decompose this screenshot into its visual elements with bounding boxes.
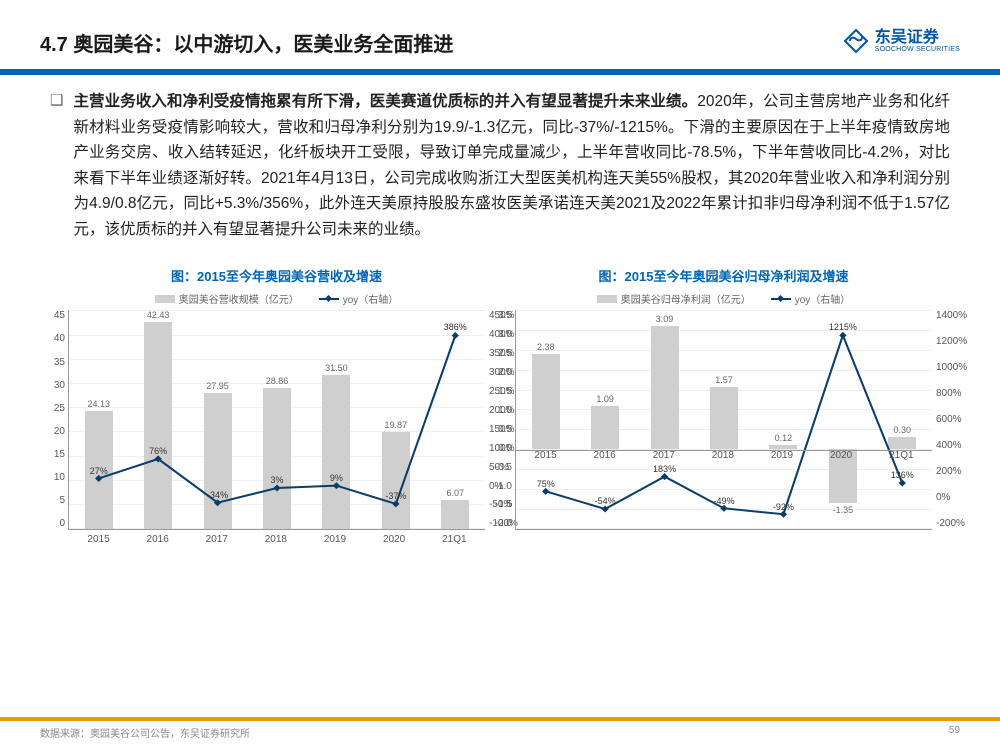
company-logo: 东吴证券 SOOCHOW SECURITIES [843,28,960,54]
logo-cn-text: 东吴证券 [875,30,960,46]
slide-title: 4.7 奥园美谷：以中游切入，医美业务全面推进 [40,28,453,57]
profit-chart-block: 图：2015至今年奥园美谷归母净利润及增速 奥园美谷归母净利润（亿元） yoy（… [515,266,932,530]
legend-line-label: yoy（右轴） [795,291,851,306]
slide-header: 4.7 奥园美谷：以中游切入，医美业务全面推进 东吴证券 SOOCHOW SEC… [0,0,1000,65]
legend-line-label: yoy（右轴） [343,291,399,306]
chart-right-plot: 3.53.02.52.01.51.00.50.0-0.5-1.0-1.5-2.0… [515,310,932,530]
para-rest: 2020年，公司主营房地产业务和化纤新材料业务受疫情影响较大，营收和归母净利分别… [73,93,950,238]
logo-en-text: SOOCHOW SECURITIES [875,46,960,53]
revenue-chart-block: 图：2015至今年奥园美谷营收及增速 奥园美谷营收规模（亿元） yoy（右轴） … [68,266,485,530]
main-paragraph: 主营业务收入和净利受疫情拖累有所下滑，医美赛道优质标的并入有望显著提升未来业绩。… [73,89,950,242]
charts-container: 图：2015至今年奥园美谷营收及增速 奥园美谷营收规模（亿元） yoy（右轴） … [50,266,950,530]
scs-logo-icon [843,28,869,54]
legend-bar-swatch [597,295,617,303]
legend-line-swatch [771,298,791,300]
legend-bar-swatch [155,295,175,303]
content-area: ❑ 主营业务收入和净利受疫情拖累有所下滑，医美赛道优质标的并入有望显著提升未来业… [0,75,1000,530]
bullet-icon: ❑ [50,91,63,109]
legend-bar-label: 奥园美谷营收规模（亿元） [179,291,299,306]
chart-left-title: 图：2015至今年奥园美谷营收及增速 [68,266,485,285]
chart-left-plot: 454035302520151050 450%400%350%300%250%2… [68,310,485,530]
slide-footer: 数据来源：奥园美谷公司公告，东吴证券研究所 59 [0,717,1000,750]
page-number: 59 [949,725,960,740]
chart-left-legend: 奥园美谷营收规模（亿元） yoy（右轴） [68,291,485,306]
para-bold: 主营业务收入和净利受疫情拖累有所下滑，医美赛道优质标的并入有望显著提升未来业绩。 [73,93,697,110]
legend-line-swatch [319,298,339,300]
data-source: 数据来源：奥园美谷公司公告，东吴证券研究所 [40,725,250,740]
legend-bar-label: 奥园美谷归母净利润（亿元） [621,291,751,306]
chart-right-legend: 奥园美谷归母净利润（亿元） yoy（右轴） [515,291,932,306]
chart-right-title: 图：2015至今年奥园美谷归母净利润及增速 [515,266,932,285]
